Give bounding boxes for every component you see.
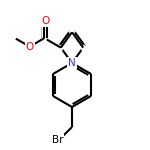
Text: N: N	[68, 58, 76, 68]
Text: Br: Br	[51, 135, 63, 145]
Text: O: O	[26, 42, 34, 52]
Text: O: O	[41, 16, 50, 26]
